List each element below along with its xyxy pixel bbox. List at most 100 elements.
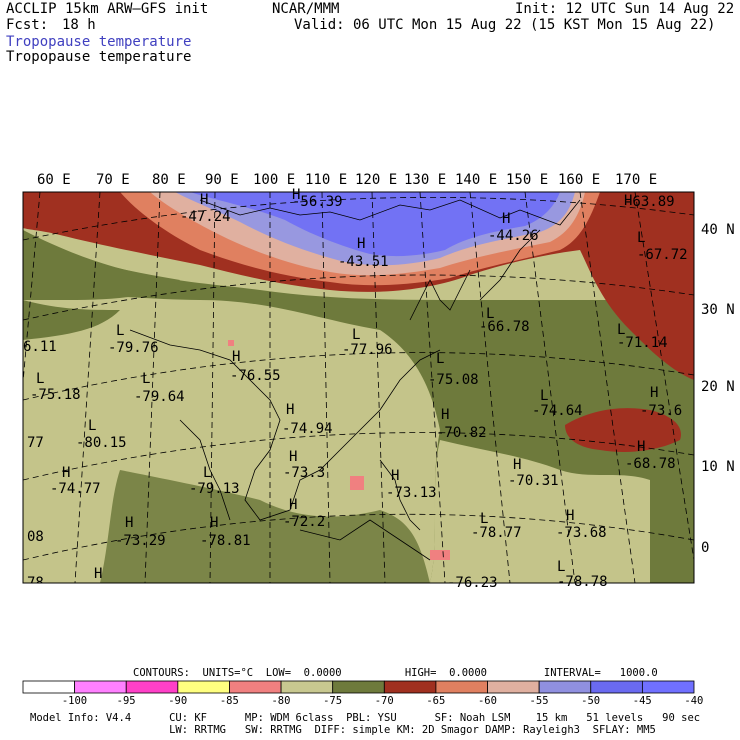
low-marker: L	[486, 306, 495, 322]
legend-swatch	[280, 680, 334, 694]
grid-lat-20	[23, 352, 694, 401]
speck-2	[350, 476, 364, 490]
extreme-value: -66.78	[479, 319, 530, 335]
fcst-label: Fcst:	[6, 17, 49, 33]
grid-lon-140	[469, 192, 511, 583]
extreme-value: -70.82	[436, 425, 487, 441]
speck-1	[228, 340, 234, 346]
grid-lat-0	[23, 513, 694, 561]
grid-lon-90	[209, 192, 216, 583]
extreme-value: -47.24	[180, 209, 231, 225]
high-marker: H	[637, 439, 646, 455]
fill-olive-west	[23, 230, 180, 300]
extreme-value: -43.51	[338, 254, 389, 270]
extreme-value: -76.23	[447, 575, 498, 591]
grid-lon-160	[579, 192, 636, 583]
grid-lon-120	[371, 192, 386, 583]
high-marker: H	[441, 407, 450, 423]
legend-tick-label: -55	[529, 695, 549, 707]
grid-lon-170	[634, 192, 694, 561]
lon-label-80e: 80 E	[152, 172, 186, 188]
high-marker: H	[289, 497, 298, 513]
extreme-value: -79.13	[189, 481, 240, 497]
extreme-value: -73.6	[640, 403, 683, 419]
high-marker: H	[286, 402, 295, 418]
legend-tick-label: -95	[116, 695, 136, 707]
fill-blue	[190, 192, 560, 257]
fcst-value: 18 h	[62, 17, 96, 33]
high-marker: H	[566, 508, 575, 524]
fill-olive-south	[100, 470, 430, 583]
extreme-value: -72.2	[283, 514, 326, 530]
low-marker: L	[540, 388, 549, 404]
coast-borneo	[299, 519, 431, 561]
extreme-value: -68.78	[625, 456, 676, 472]
high-marker: H	[210, 515, 219, 531]
legend-tick-label: -75	[323, 695, 343, 707]
legend-swatch	[538, 680, 592, 694]
legend-swatch	[590, 680, 643, 694]
low-marker: L	[436, 351, 445, 367]
extreme-value: -73.3	[283, 465, 326, 481]
grid-lon-130	[419, 192, 446, 583]
lon-label-170e: 170 E	[615, 172, 658, 188]
legend-swatch	[125, 680, 179, 694]
lon-label-90e: 90 E	[205, 172, 239, 188]
legend-swatch	[177, 680, 230, 694]
high-marker: H	[62, 465, 71, 481]
lon-label-160e: 160 E	[558, 172, 601, 188]
low-marker: L	[142, 371, 151, 387]
high-marker: H	[513, 457, 522, 473]
extreme-value: -67.72	[637, 247, 688, 263]
low-marker: L	[116, 323, 125, 339]
extreme-value: -71.14	[617, 335, 668, 351]
lat-label-0: 0	[701, 540, 710, 556]
high-marker: H	[650, 385, 659, 401]
coast-korea	[409, 269, 471, 321]
extreme-value: -78.78	[557, 574, 608, 590]
grid-lon-150	[524, 192, 576, 583]
low-marker: L	[637, 230, 646, 246]
legend-tick-label: -60	[477, 695, 497, 707]
extreme-value: -75.18	[30, 387, 81, 403]
low-marker: L	[617, 322, 626, 338]
lon-label-120e: 120 E	[355, 172, 398, 188]
low-marker: L	[480, 511, 489, 527]
extreme-value: -74.64	[532, 403, 583, 419]
high-marker: H	[624, 193, 633, 209]
extreme-value: -79.64	[134, 389, 185, 405]
lon-label-70e: 70 E	[96, 172, 130, 188]
contours-line: CONTOURS: UNITS=°C LOW= 0.0000 HIGH= 0.0…	[133, 667, 658, 679]
legend-swatch	[332, 680, 385, 694]
extreme-value: -75.08	[428, 372, 479, 388]
high-marker: H	[94, 566, 103, 582]
legend-tick-label: -50	[581, 695, 601, 707]
model-title: ACCLIP 15km ARW—GFS init	[6, 1, 209, 17]
low-marker: L	[557, 559, 566, 575]
grid-lon-60	[23, 192, 41, 387]
legend-tick-label: -100	[61, 695, 88, 707]
lon-label-130e: 130 E	[404, 172, 447, 188]
extreme-value: -44.26	[488, 228, 539, 244]
legend-swatch	[641, 680, 695, 694]
extreme-value: -73.68	[556, 525, 607, 541]
edge-value-3: 08	[27, 529, 44, 545]
high-marker: H	[502, 211, 511, 227]
legend-swatch	[229, 680, 282, 694]
extreme-value: -80.15	[76, 435, 127, 451]
legend-swatch	[383, 680, 437, 694]
lon-label-100e: 100 E	[253, 172, 296, 188]
field-title-black: Tropopause temperature	[6, 49, 192, 65]
extreme-value: -73.13	[386, 485, 437, 501]
extreme-value: -73.29	[115, 533, 166, 549]
edge-value-2: 77	[27, 435, 44, 451]
lat-label-40n: 40 N	[701, 222, 735, 238]
extreme-value: -70.31	[508, 473, 559, 489]
model-info-line2: LW: RRTMG SW: RRTMG DIFF: simple KM: 2D …	[30, 724, 656, 736]
map-frame	[22, 191, 695, 584]
init-time: Init: 12 UTC Sun 14 Aug 22	[515, 1, 735, 17]
field-title-blue: Tropopause temperature	[6, 34, 192, 50]
legend-tick-label: -90	[168, 695, 188, 707]
extreme-value: -76.55	[230, 368, 281, 384]
legend-tick-label: -65	[426, 695, 446, 707]
